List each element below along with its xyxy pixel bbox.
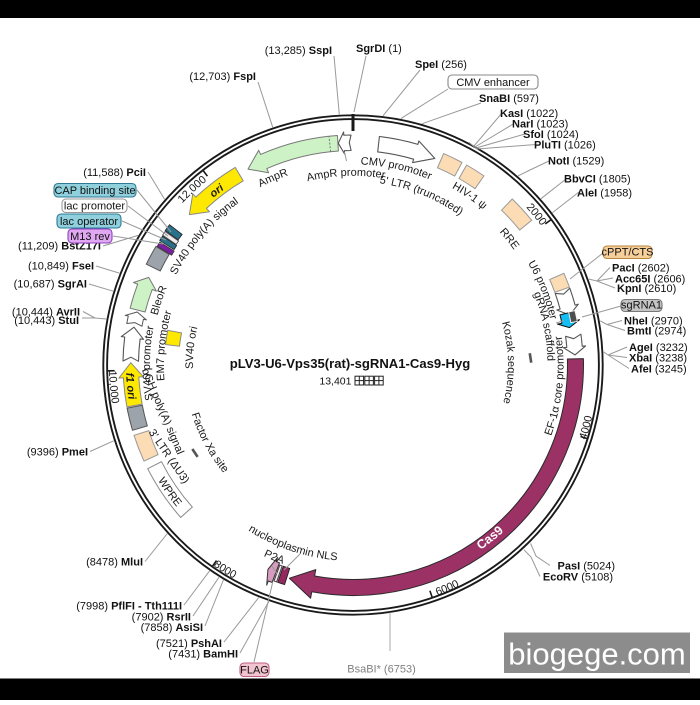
svg-text:BmtI (2974): BmtI (2974): [627, 326, 686, 338]
svg-text:(7858) AsiSI: (7858) AsiSI: [141, 622, 203, 634]
svg-text:EcoRV (5108): EcoRV (5108): [543, 572, 613, 584]
svg-text:BsaBI* (6753): BsaBI* (6753): [347, 664, 415, 676]
svg-text:(7902) RsrII: (7902) RsrII: [132, 612, 191, 624]
svg-text:AfeI (3245): AfeI (3245): [631, 364, 687, 376]
svg-text:FLAG: FLAG: [240, 665, 269, 677]
svg-text:SgrDI (1): SgrDI (1): [356, 43, 402, 55]
svg-text:(7431) BamHI: (7431) BamHI: [168, 649, 238, 661]
svg-text:(10,687) SgrAI: (10,687) SgrAI: [14, 279, 87, 291]
svg-text:lac promoter: lac promoter: [64, 201, 125, 213]
svg-text:(10,444) AvrII: (10,444) AvrII: [12, 307, 80, 319]
svg-text:CMV enhancer: CMV enhancer: [456, 77, 530, 89]
svg-text:biogege.com: biogege.com: [508, 637, 686, 672]
svg-text:BbvCI (1805): BbvCI (1805): [564, 174, 631, 186]
svg-text:KpnI (2610): KpnI (2610): [617, 283, 676, 295]
svg-text:cPPT/CTS: cPPT/CTS: [602, 247, 654, 259]
svg-text:PluTI (1026): PluTI (1026): [534, 140, 596, 152]
svg-text:SpeI (256): SpeI (256): [415, 59, 467, 71]
svg-text:13,401: 13,401: [319, 376, 351, 388]
svg-text:(8478) MluI: (8478) MluI: [86, 557, 143, 569]
svg-text:(10,849) FseI: (10,849) FseI: [28, 261, 94, 273]
svg-text:CAP binding site: CAP binding site: [54, 185, 135, 197]
svg-text:AleI (1958): AleI (1958): [577, 188, 632, 200]
svg-text:(13,285) SspI: (13,285) SspI: [265, 45, 332, 57]
svg-text:pLV3-U6-Vps35(rat)-sgRNA1-Cas9: pLV3-U6-Vps35(rat)-sgRNA1-Cas9-Hyg: [230, 356, 471, 371]
svg-text:lac operator: lac operator: [60, 216, 118, 228]
svg-text:(7521) PshAI: (7521) PshAI: [156, 638, 222, 650]
svg-text:(11,588) PciI: (11,588) PciI: [83, 167, 146, 179]
svg-text:(7998) PflFI - Tth111I: (7998) PflFI - Tth111I: [76, 601, 182, 613]
svg-text:SnaBI (597): SnaBI (597): [479, 93, 539, 105]
svg-text:(9396) PmeI: (9396) PmeI: [27, 447, 88, 459]
svg-text:(12,703) FspI: (12,703) FspI: [189, 71, 256, 83]
svg-text:M13 rev: M13 rev: [70, 231, 110, 243]
svg-text:sgRNA1: sgRNA1: [621, 300, 662, 312]
svg-text:NotI (1529): NotI (1529): [548, 156, 604, 168]
